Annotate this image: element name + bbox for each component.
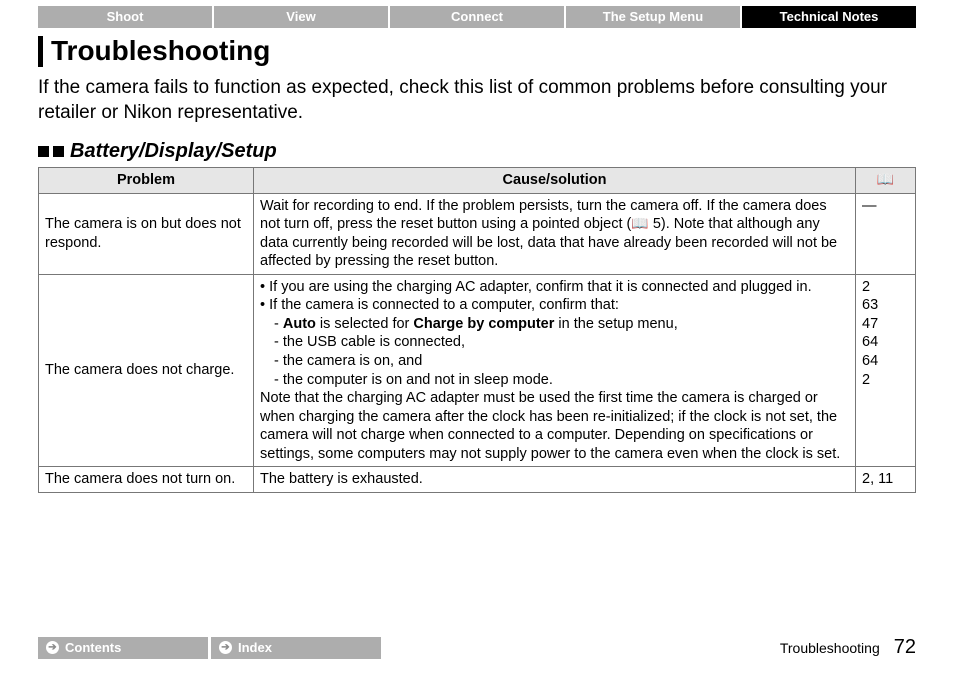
tab-shoot[interactable]: Shoot: [38, 6, 212, 28]
ref-line: 2: [862, 371, 909, 390]
table-row: The camera does not turn on. The battery…: [39, 467, 916, 493]
arrow-right-icon: ➔: [46, 641, 59, 654]
ref-cell: —: [856, 193, 916, 274]
top-tabs: Shoot View Connect The Setup Menu Techni…: [38, 6, 916, 28]
ref-line: 64: [862, 333, 909, 352]
tab-technical-notes[interactable]: Technical Notes: [742, 6, 916, 28]
page-title-wrap: Troubleshooting: [38, 36, 916, 67]
problem-cell: The camera is on but does not respond.: [39, 193, 254, 274]
problem-cell: The camera does not charge.: [39, 274, 254, 466]
footer-section-name: Troubleshooting: [780, 640, 880, 656]
arrow-right-icon: ➔: [219, 641, 232, 654]
footer-button-label: Contents: [65, 640, 121, 655]
solution-cell: Wait for recording to end. If the proble…: [254, 193, 856, 274]
sub-text: in the setup menu,: [554, 316, 677, 332]
col-reference: 📖: [856, 168, 916, 194]
sub-item: - Auto is selected for Charge by compute…: [260, 315, 849, 334]
ref-line: 64: [862, 352, 909, 371]
intro-text: If the camera fails to function as expec…: [38, 75, 916, 126]
sub-item: - the USB cable is connected,: [260, 333, 849, 352]
section-header: Battery/Display/Setup: [38, 140, 916, 163]
bullet-item: • If the camera is connected to a comput…: [260, 296, 849, 315]
square-bullet-icon: [53, 146, 64, 157]
bold-term: Auto: [283, 316, 316, 332]
index-button[interactable]: ➔ Index: [211, 637, 381, 659]
sub-text: is selected for: [316, 316, 414, 332]
footer-button-label: Index: [238, 640, 272, 655]
tab-view[interactable]: View: [214, 6, 388, 28]
sub-text: -: [274, 316, 283, 332]
ref-line: 63: [862, 296, 909, 315]
ref-line: 47: [862, 315, 909, 334]
ref-cell: 2 63 47 64 64 2: [856, 274, 916, 466]
note-text: Note that the charging AC adapter must b…: [260, 389, 849, 463]
problem-cell: The camera does not turn on.: [39, 467, 254, 493]
ref-cell: 2, 11: [856, 467, 916, 493]
troubleshooting-table: Problem Cause/solution 📖 The camera is o…: [38, 167, 916, 493]
table-row: The camera does not charge. • If you are…: [39, 274, 916, 466]
sub-item: - the camera is on, and: [260, 352, 849, 371]
ref-line: 2: [862, 278, 909, 297]
bullet-text: If you are using the charging AC adapter…: [269, 279, 811, 295]
page-number: 72: [894, 636, 916, 659]
col-solution: Cause/solution: [254, 168, 856, 194]
section-title: Battery/Display/Setup: [70, 140, 277, 163]
footer: ➔ Contents ➔ Index Troubleshooting 72: [38, 636, 916, 659]
solution-cell: The battery is exhausted.: [254, 467, 856, 493]
inline-page-ref: 5: [653, 216, 661, 232]
table-row: The camera is on but does not respond. W…: [39, 193, 916, 274]
tab-connect[interactable]: Connect: [390, 6, 564, 28]
square-bullet-icon: [38, 146, 49, 157]
tab-setup-menu[interactable]: The Setup Menu: [566, 6, 740, 28]
book-icon: 📖: [631, 215, 648, 233]
contents-button[interactable]: ➔ Contents: [38, 637, 208, 659]
bullet-item: • If you are using the charging AC adapt…: [260, 278, 849, 297]
col-problem: Problem: [39, 168, 254, 194]
sub-item: - the computer is on and not in sleep mo…: [260, 371, 849, 390]
bold-term: Charge by computer: [413, 316, 554, 332]
book-icon: 📖: [877, 171, 894, 189]
page-title: Troubleshooting: [51, 36, 916, 67]
solution-cell: • If you are using the charging AC adapt…: [254, 274, 856, 466]
bullet-text: If the camera is connected to a computer…: [269, 297, 619, 313]
footer-right: Troubleshooting 72: [780, 636, 916, 659]
